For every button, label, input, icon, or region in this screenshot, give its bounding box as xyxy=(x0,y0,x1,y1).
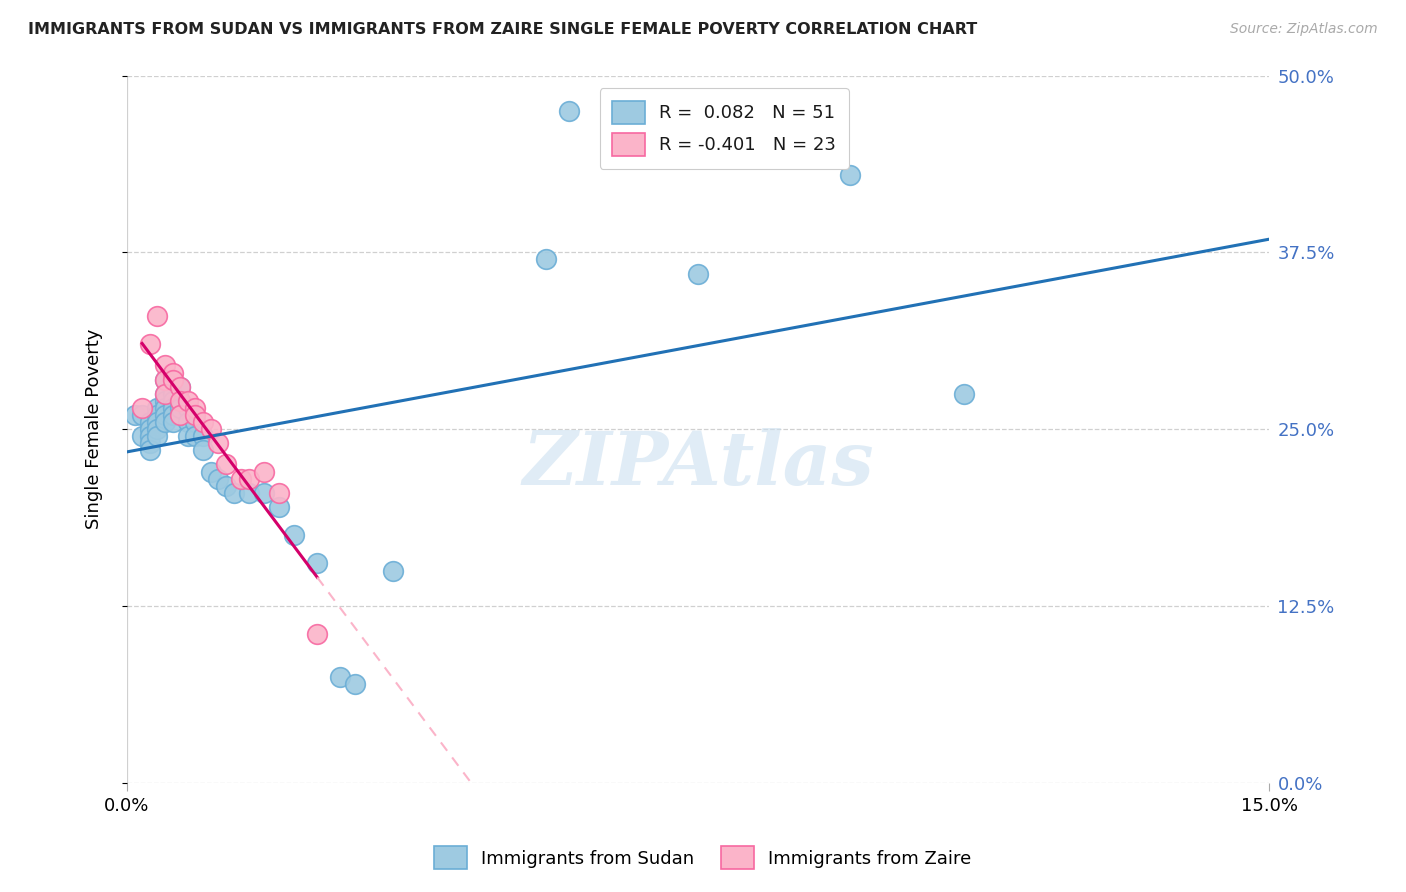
Point xyxy=(139,443,162,458)
Point xyxy=(169,408,191,422)
Point xyxy=(177,393,200,408)
Point xyxy=(191,429,214,443)
Point xyxy=(307,627,329,641)
Point xyxy=(344,676,367,690)
Point xyxy=(162,366,184,380)
Point xyxy=(307,557,329,571)
Point xyxy=(169,379,191,393)
Text: ZIPAtlas: ZIPAtlas xyxy=(522,428,873,500)
Point xyxy=(215,458,238,472)
Point xyxy=(839,168,862,182)
Point xyxy=(124,408,146,422)
Point xyxy=(200,422,222,436)
Point xyxy=(169,379,191,393)
Point xyxy=(162,386,184,401)
Point xyxy=(162,393,184,408)
Point xyxy=(162,408,184,422)
Point xyxy=(131,429,153,443)
Point xyxy=(207,472,229,486)
Point xyxy=(162,415,184,429)
Point xyxy=(686,267,709,281)
Point xyxy=(534,252,557,267)
Point xyxy=(253,485,276,500)
Point xyxy=(153,415,176,429)
Point xyxy=(146,415,169,429)
Point xyxy=(557,103,579,118)
Point xyxy=(153,386,176,401)
Legend: R =  0.082   N = 51, R = -0.401   N = 23: R = 0.082 N = 51, R = -0.401 N = 23 xyxy=(600,88,849,169)
Point xyxy=(184,401,207,415)
Point xyxy=(153,373,176,387)
Point xyxy=(153,401,176,415)
Point xyxy=(215,478,238,492)
Text: Source: ZipAtlas.com: Source: ZipAtlas.com xyxy=(1230,22,1378,37)
Point xyxy=(222,485,245,500)
Point xyxy=(146,401,169,415)
Point xyxy=(153,386,176,401)
Point xyxy=(191,415,214,429)
Point xyxy=(169,393,191,408)
Point xyxy=(207,436,229,450)
Point xyxy=(184,415,207,429)
Point xyxy=(200,465,222,479)
Point xyxy=(184,408,207,422)
Point xyxy=(146,408,169,422)
Point xyxy=(184,429,207,443)
Point xyxy=(139,436,162,450)
Point xyxy=(269,500,291,514)
Point xyxy=(162,373,184,387)
Point xyxy=(191,443,214,458)
Point xyxy=(139,337,162,351)
Point xyxy=(153,393,176,408)
Point xyxy=(162,401,184,415)
Point xyxy=(139,415,162,429)
Point xyxy=(146,309,169,323)
Text: IMMIGRANTS FROM SUDAN VS IMMIGRANTS FROM ZAIRE SINGLE FEMALE POVERTY CORRELATION: IMMIGRANTS FROM SUDAN VS IMMIGRANTS FROM… xyxy=(28,22,977,37)
Point xyxy=(153,359,176,373)
Point xyxy=(139,429,162,443)
Point xyxy=(169,401,191,415)
Point xyxy=(238,485,260,500)
Point xyxy=(177,401,200,415)
Point xyxy=(131,408,153,422)
Point xyxy=(169,393,191,408)
Point xyxy=(146,429,169,443)
Legend: Immigrants from Sudan, Immigrants from Zaire: Immigrants from Sudan, Immigrants from Z… xyxy=(425,838,981,879)
Point xyxy=(177,415,200,429)
Point xyxy=(382,564,405,578)
Y-axis label: Single Female Poverty: Single Female Poverty xyxy=(86,329,103,529)
Point xyxy=(953,386,976,401)
Point xyxy=(153,373,176,387)
Point xyxy=(153,408,176,422)
Point xyxy=(269,485,291,500)
Point xyxy=(229,472,252,486)
Point xyxy=(253,465,276,479)
Point xyxy=(329,670,352,684)
Point xyxy=(177,429,200,443)
Point xyxy=(146,422,169,436)
Point xyxy=(131,401,153,415)
Point xyxy=(139,422,162,436)
Point xyxy=(283,528,305,542)
Point xyxy=(238,472,260,486)
